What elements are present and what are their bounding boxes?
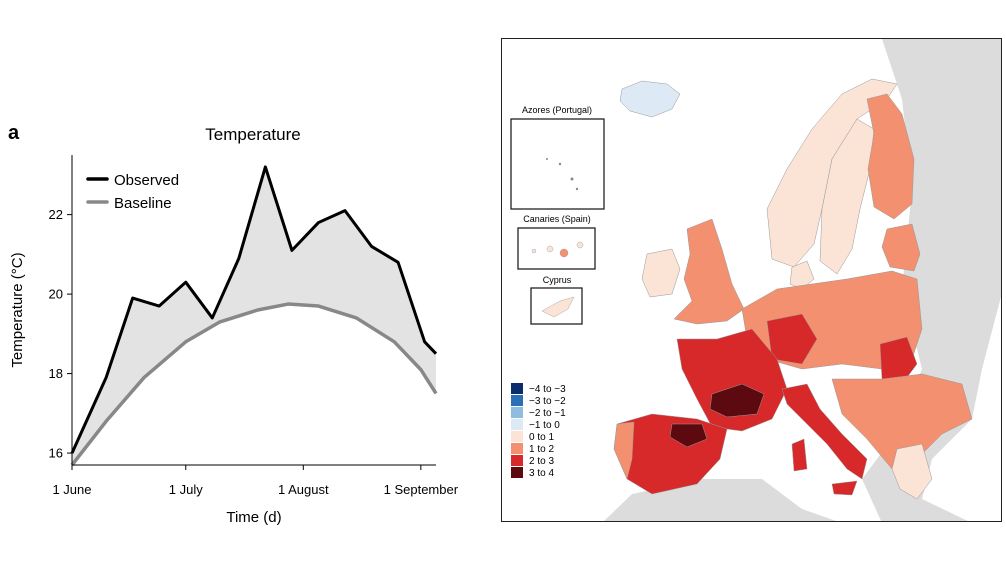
y-tick-label: 22 [49,207,63,222]
temperature-chart: a Temperature 16 18 20 22 1 June 1 July 1 Augu… [8,122,459,526]
map-legend-swatch [511,467,523,478]
map-legend-swatch [511,443,523,454]
romania-hot [879,336,918,385]
x-tick-label: 1 August [278,482,329,497]
map-legend-label: 0 to 1 [529,432,554,443]
map-legend-swatch [511,455,523,466]
map-legend-swatch [511,419,523,430]
balkans [831,373,973,470]
portugal [613,421,635,480]
x-tick-label: 1 September [384,482,459,497]
finland [866,93,915,220]
inset-label-canaries: Canaries (Spain) [523,214,591,224]
legend-label-baseline: Baseline [114,195,172,212]
x-tick-label: 1 June [52,482,91,497]
europe-map-panel: Azores (Portugal) Canaries (Spain) Cypru… [501,38,1002,522]
iceland [619,80,681,118]
map-legend-swatch [511,383,523,394]
y-axis-label: Temperature (°C) [9,252,26,367]
y-tick-label: 16 [49,446,63,461]
inset-azores: Azores (Portugal) [510,105,605,210]
map-legend-label: −4 to −3 [529,384,566,395]
x-tick-label: 1 July [169,482,203,497]
great-britain [673,218,745,325]
legend: Observed Baseline [86,172,179,212]
observed-series-line [70,165,438,454]
map-legend-swatch [511,431,523,442]
ireland [641,248,681,298]
baltics [881,223,921,272]
x-axis-label: Time (d) [226,509,281,526]
europe-map: Azores (Portugal) Canaries (Spain) Cypru… [510,39,1001,521]
inset-cyprus: Cyprus [530,275,583,325]
baseline-series-line [70,302,438,467]
inset-label-azores: Azores (Portugal) [522,105,592,115]
sardinia [791,438,808,472]
map-legend-swatch [511,407,523,418]
sicily [831,480,858,496]
denmark [789,260,815,290]
greece [891,443,933,500]
y-tick-label: 20 [49,287,63,302]
panel-letter: a [8,122,20,144]
map-legend-swatch [511,395,523,406]
map-legend-label: −1 to 0 [529,420,560,431]
anomaly-fill-area [72,166,436,465]
inset-canaries: Canaries (Spain) [517,214,596,270]
map-legend-label: 2 to 3 [529,456,554,467]
map-legend-label: 3 to 4 [529,468,554,479]
map-legend-label: −3 to −2 [529,396,566,407]
chart-title: Temperature [205,125,300,144]
legend-label-observed: Observed [114,172,179,189]
map-legend: −4 to −3−3 to −2−2 to −1−1 to 00 to 11 t… [511,383,566,479]
map-legend-label: 1 to 2 [529,444,554,455]
france-extreme [709,383,765,418]
inset-label-cyprus: Cyprus [543,275,572,285]
y-tick-label: 18 [49,366,63,381]
map-legend-label: −2 to −1 [529,408,566,419]
sweden [819,118,875,275]
spain-extreme [669,423,708,448]
italy [781,383,868,480]
norway [766,78,898,268]
